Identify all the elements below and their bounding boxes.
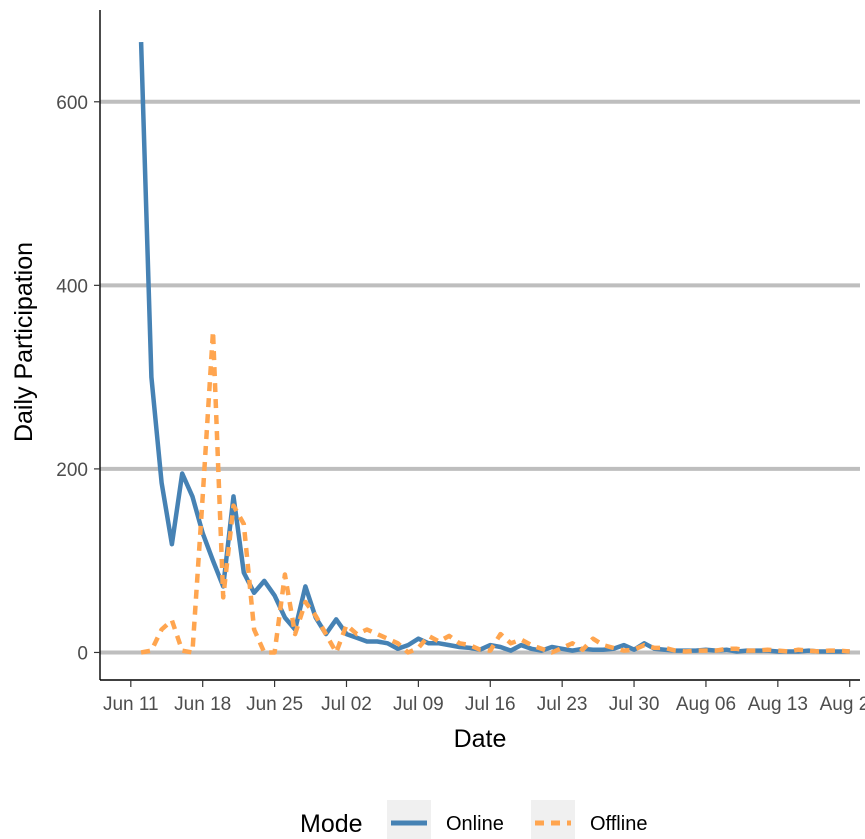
legend-title: Mode [300,810,363,838]
legend-label-offline: Offline [590,813,647,835]
x-tick-label-4: Jul 09 [393,694,444,715]
y-ticks: 0 200 400 600 [56,93,100,664]
x-tick-label-0: Jun 11 [103,694,159,715]
x-tick-label-8: Aug 06 [676,694,736,715]
x-tick-label-5: Jul 16 [465,694,516,715]
x-ticks: Jun 11 Jun 18 Jun 25 Jul 02 Jul 09 Jul 16 Jul … [103,680,865,715]
x-tick-label-2: Jun 25 [246,694,303,715]
legend: Mode Online Offline [300,800,647,839]
axes [99,10,860,681]
y-tick-label-400: 400 [56,276,88,297]
x-tick-label-6: Jul 23 [537,694,588,715]
series-line-offline [140,328,850,655]
x-axis-title: Date [454,725,507,753]
y-tick-label-0: 0 [77,643,88,664]
legend-key-online-bg [387,800,431,839]
x-tick-label-3: Jul 02 [321,694,372,715]
gridlines [100,99,860,655]
x-tick-label-9: Aug 13 [748,694,808,715]
y-tick-label-600: 600 [56,93,88,114]
legend-label-online: Online [446,813,504,835]
x-tick-label-1: Jun 18 [174,694,231,715]
y-tick-label-200: 200 [56,460,88,481]
y-axis-title: Daily Participation [10,242,38,442]
x-tick-label-10: Aug 20 [820,694,865,715]
series-line-online [138,42,850,654]
legend-key-offline-bg [531,800,575,839]
x-tick-label-7: Jul 30 [609,694,660,715]
series-layer [138,42,850,655]
